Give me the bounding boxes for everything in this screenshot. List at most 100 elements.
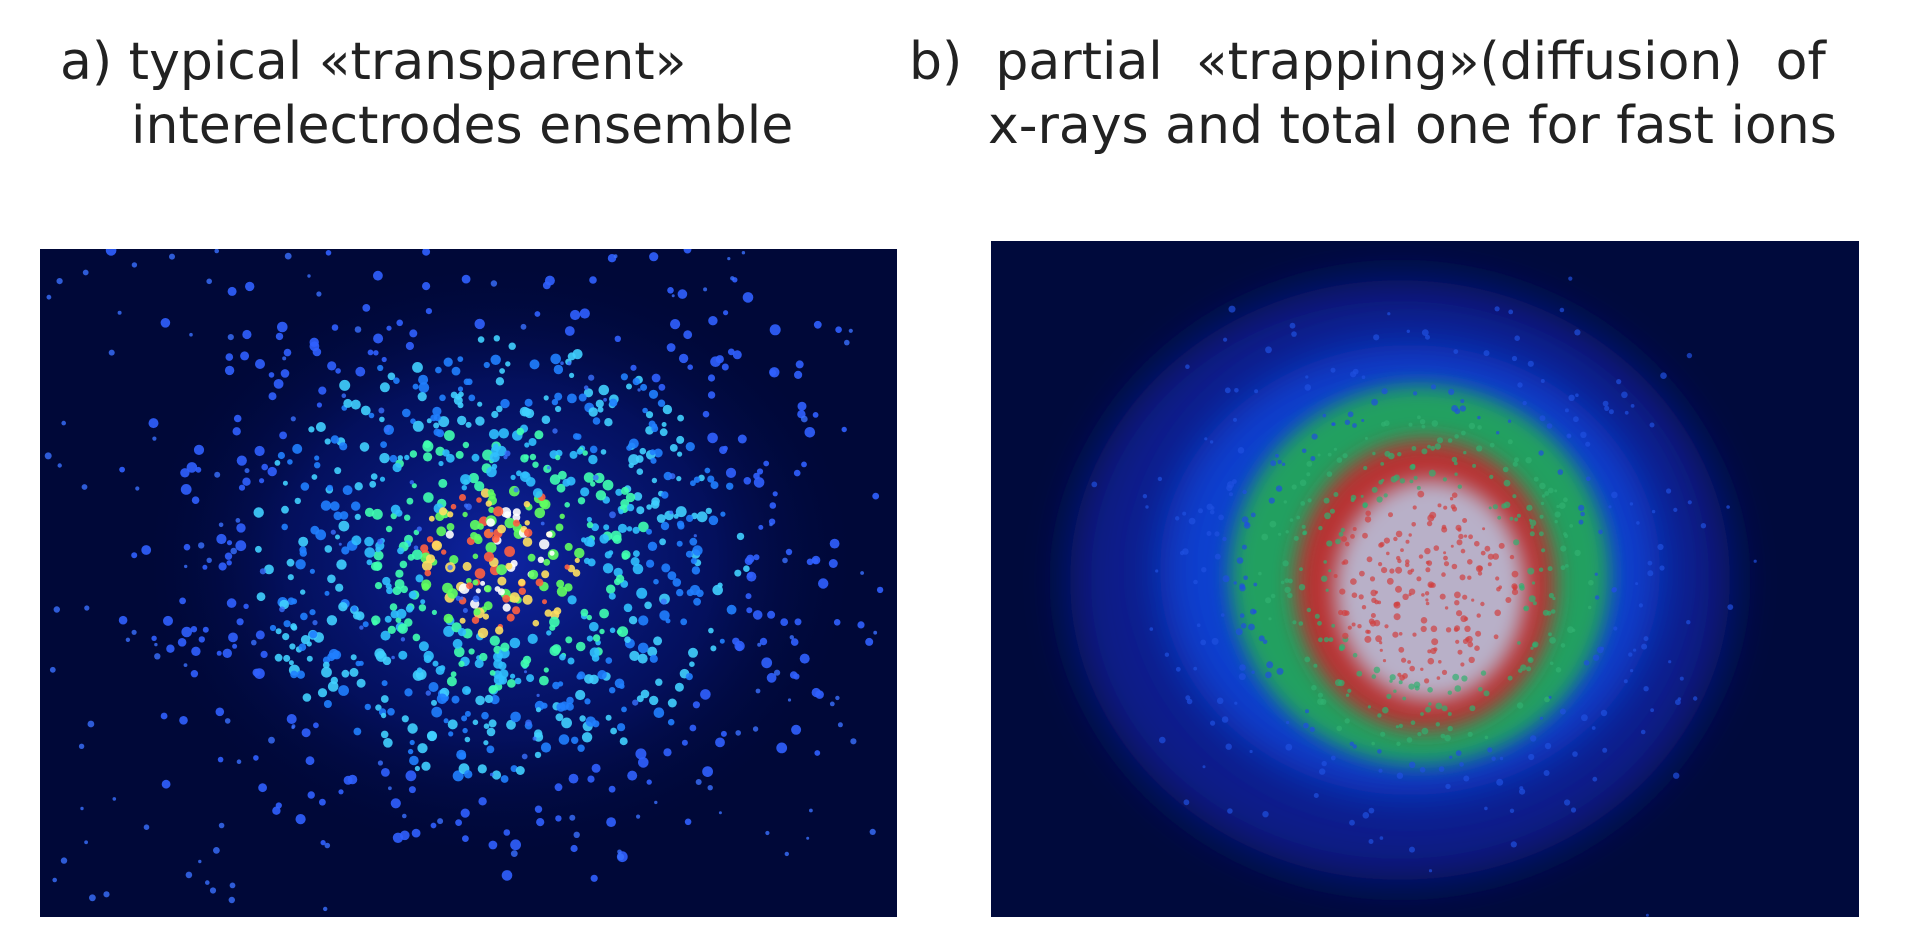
speckle [1379,641,1382,644]
speckle [552,399,558,405]
speckle [670,319,680,329]
speckle [1624,679,1628,683]
speckle [438,461,443,466]
speckle [281,506,289,514]
speckle [447,565,452,570]
speckle [415,766,420,771]
speckle [1435,443,1441,449]
speckle [1336,726,1342,732]
speckle [357,679,366,688]
speckle [1543,610,1549,616]
speckle [1271,594,1276,599]
caption-line: x-rays and total one for fast ions [988,96,1837,156]
speckle [330,501,340,511]
speckle [291,726,294,729]
speckle [307,274,310,277]
speckle [1382,388,1388,394]
speckle [135,486,139,490]
speckle [1383,659,1386,662]
speckle [455,819,462,826]
speckle [1568,277,1572,281]
speckle [1223,575,1230,582]
speckle [381,768,390,777]
speckle [556,703,565,712]
speckle [1592,726,1596,730]
speckle [1530,647,1533,650]
speckle [119,616,128,625]
speckle [1517,702,1523,708]
speckle [1407,737,1413,743]
speckle [1402,594,1408,600]
speckle [1278,533,1281,536]
speckle [1494,610,1501,617]
speckle [1726,505,1730,509]
speckle [466,582,473,589]
speckle [253,755,259,761]
speckle [457,356,463,362]
speckle [1380,649,1383,652]
speckle [228,287,237,296]
speckle [1428,581,1435,588]
speckle [550,474,561,485]
speckle [528,634,538,644]
speckle [1234,581,1237,584]
speckle [627,771,637,781]
speckle [287,714,297,724]
speckle [240,351,249,360]
speckle [564,502,570,508]
speckle [746,607,752,613]
speckle [525,399,533,407]
speckle [300,613,308,621]
speckle [743,565,750,572]
speckle [383,738,393,748]
speckle [1384,493,1388,497]
speckle [186,872,193,879]
speckle [533,488,543,498]
speckle [1540,515,1544,519]
speckle [460,474,471,485]
speckle [459,752,466,759]
speckle [592,764,601,773]
speckle [1396,725,1399,728]
speckle [1365,511,1371,517]
speckle [1175,516,1179,520]
speckle [312,620,317,625]
speckle [432,541,442,551]
speckle [323,662,330,669]
speckle [564,583,572,591]
speckle [1428,702,1431,705]
speckle [577,745,584,752]
speckle [1350,578,1357,585]
speckle [577,449,583,455]
speckle [610,628,616,634]
speckle [667,287,674,294]
speckle [1481,551,1486,556]
speckle [780,618,788,626]
speckle [79,744,84,749]
speckle [1417,732,1421,736]
speckle [1399,724,1403,728]
speckle [686,673,693,680]
speckle [689,661,695,667]
speckle [422,282,430,290]
speckle [659,538,666,545]
speckle [640,384,647,391]
speckle [326,250,332,256]
speckle [404,515,410,521]
speckle [542,415,551,424]
speckle [61,421,66,426]
speckle [1652,510,1655,513]
speckle [462,835,469,842]
speckle [354,728,362,736]
speckle [629,439,639,449]
speckle [342,670,350,678]
speckle [1411,720,1416,725]
speckle [1513,462,1518,467]
speckle [550,646,561,657]
speckle [310,569,315,574]
speckle [1508,420,1511,423]
speckle [1394,602,1399,607]
speckle [1574,550,1580,556]
speckle [658,400,665,407]
speckle [1688,500,1692,504]
